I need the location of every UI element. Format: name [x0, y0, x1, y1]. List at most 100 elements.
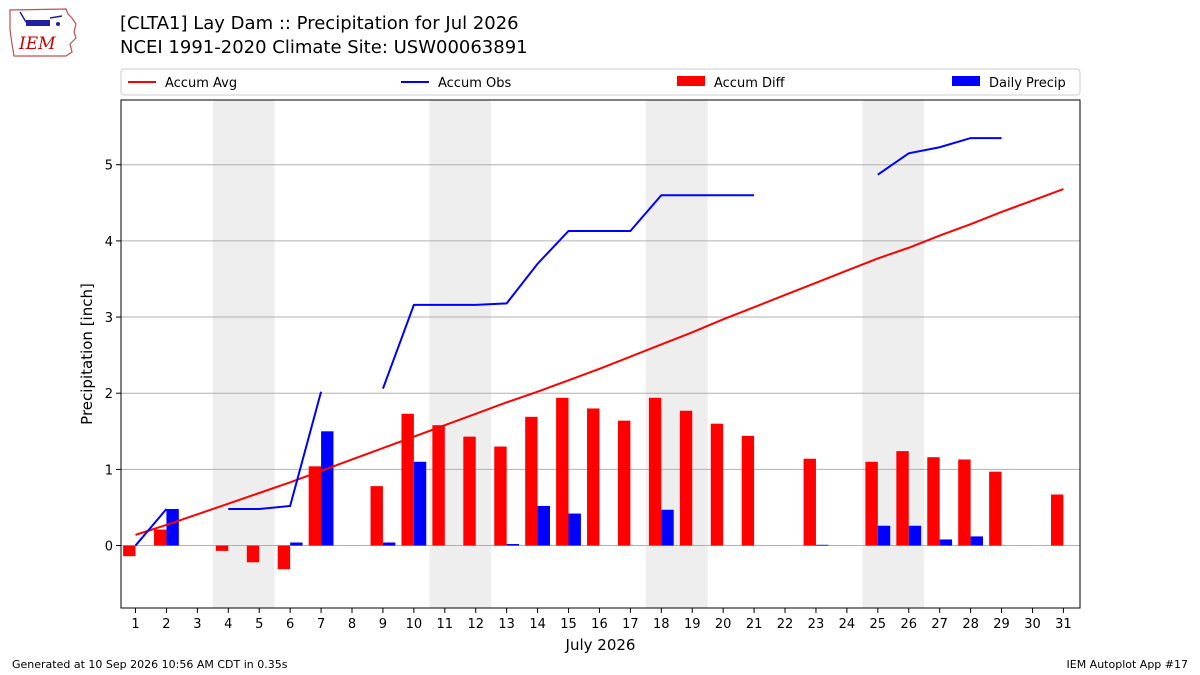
x-tick-label: 7: [317, 617, 325, 632]
x-tick-label: 4: [224, 617, 232, 632]
daily-precip-bar: [321, 431, 334, 546]
x-tick-label: 6: [286, 617, 294, 632]
accum-diff-bar: [679, 410, 693, 546]
x-tick-label: 17: [622, 617, 639, 632]
accum-diff-bar: [1051, 494, 1064, 546]
accum-diff-bar: [741, 435, 755, 546]
x-tick-label: 26: [900, 617, 917, 632]
x-tick-label: 1: [131, 617, 139, 632]
legend-swatch: [677, 76, 705, 86]
legend-swatch: [952, 76, 980, 86]
daily-precip-bar: [908, 525, 922, 546]
daily-precip-bar: [506, 544, 520, 546]
x-tick-label: 31: [1055, 617, 1072, 632]
y-tick-label: 0: [105, 540, 113, 555]
daily-precip-bar: [537, 505, 550, 546]
x-tick-label: 21: [746, 617, 763, 632]
accum-diff-bar: [896, 451, 909, 546]
accum-obs-line: [877, 137, 1002, 176]
accum-diff-bar: [587, 408, 600, 546]
x-tick-label: 29: [993, 617, 1010, 632]
accum-diff-bar: [648, 397, 662, 546]
plot-frame: [120, 99, 1081, 609]
iowa-outline-icon: [9, 8, 77, 57]
y-tick-label: 2: [105, 387, 113, 402]
accum-obs-line: [134, 508, 168, 547]
weekend-band: [212, 100, 275, 608]
y-tick-label: 4: [105, 235, 113, 250]
chart-title: [CLTA1] Lay Dam :: Precipitation for Jul…: [120, 13, 519, 34]
accum-diff-bar: [927, 457, 940, 546]
accum-diff-bar: [525, 416, 538, 546]
x-tick-label: 10: [406, 617, 423, 632]
app-note: IEM Autoplot App #17: [1066, 658, 1189, 671]
x-tick-label: 28: [962, 617, 979, 632]
accum-diff-bar: [989, 471, 1002, 546]
daily-precip-bar: [166, 508, 179, 546]
legend-accum-avg: Accum Avg: [128, 76, 237, 91]
x-tick-label: 16: [591, 617, 608, 632]
x-tick-label: 13: [498, 617, 515, 632]
daily-precip-bar: [290, 542, 303, 546]
accum-obs-line: [228, 391, 323, 510]
legend-daily-precip: Daily Precip: [952, 76, 1066, 91]
logo-text: IEM: [18, 34, 56, 54]
daily-precip-bar: [413, 461, 427, 546]
x-axis-label: July 2026: [565, 636, 636, 654]
accum-obs-line: [382, 194, 755, 390]
legend-label: Accum Avg: [165, 76, 237, 91]
accum-diff-bar: [432, 425, 445, 546]
accum-diff-bar: [617, 420, 631, 546]
x-tick-label: 11: [437, 617, 454, 632]
legend-accum-obs: Accum Obs: [401, 76, 511, 91]
legend-label: Accum Diff: [714, 76, 786, 91]
generated-note: Generated at 10 Sep 2026 10:56 AM CDT in…: [12, 658, 288, 671]
x-tick-label: 22: [777, 617, 794, 632]
x-tick-label: 24: [839, 617, 856, 632]
daily-precip-bar: [568, 513, 581, 546]
legend-box: [120, 68, 1081, 96]
chart-subtitle: NCEI 1991-2020 Climate Site: USW00063891: [120, 37, 528, 58]
y-axis-label: Precipitation [inch]: [78, 283, 96, 425]
daily-precip-bar: [939, 539, 953, 546]
x-tick-label: 9: [379, 617, 387, 632]
x-tick-label: 5: [255, 617, 263, 632]
legend: Accum Avg Accum Obs Accum Diff Daily Precip: [120, 68, 1081, 96]
accum-diff-bar: [215, 545, 229, 551]
legend-label: Accum Obs: [438, 76, 511, 91]
accum-diff-bar: [154, 529, 167, 546]
accum-diff-bar: [958, 459, 971, 546]
y-tick-label: 5: [105, 159, 113, 174]
accum-avg-line: [135, 188, 1064, 536]
y-tick-label: 1: [105, 463, 113, 478]
daily-precip-bar: [661, 509, 674, 546]
x-tick-label: 23: [808, 617, 825, 632]
legend-accum-diff: Accum Diff: [677, 76, 786, 91]
x-tick-label: 3: [193, 617, 201, 632]
x-tick-label: 18: [653, 617, 670, 632]
iem-logo: IEM: [9, 8, 77, 57]
x-tick-label: 14: [529, 617, 546, 632]
x-tick-label: 8: [348, 617, 356, 632]
accum-diff-bar: [556, 397, 569, 546]
accum-diff-bar: [246, 545, 260, 563]
x-tick-label: 27: [931, 617, 948, 632]
daily-precip-bar: [815, 544, 829, 546]
accum-diff-bar: [401, 413, 414, 546]
x-tick-label: 30: [1024, 617, 1041, 632]
accum-diff-bar: [308, 466, 322, 546]
x-tick-label: 25: [870, 617, 887, 632]
x-tick-label: 12: [467, 617, 484, 632]
bars: [123, 397, 1064, 570]
y-tick-label: 3: [105, 311, 113, 326]
accum-diff-bar: [494, 446, 507, 546]
daily-precip-bar: [382, 542, 396, 546]
x-tick-label: 15: [560, 617, 577, 632]
accum-diff-bar: [370, 486, 383, 546]
legend-label: Daily Precip: [989, 76, 1066, 91]
accum-diff-bar: [123, 545, 136, 557]
accum-diff-bar: [865, 461, 878, 546]
daily-precip-bar: [877, 525, 891, 546]
